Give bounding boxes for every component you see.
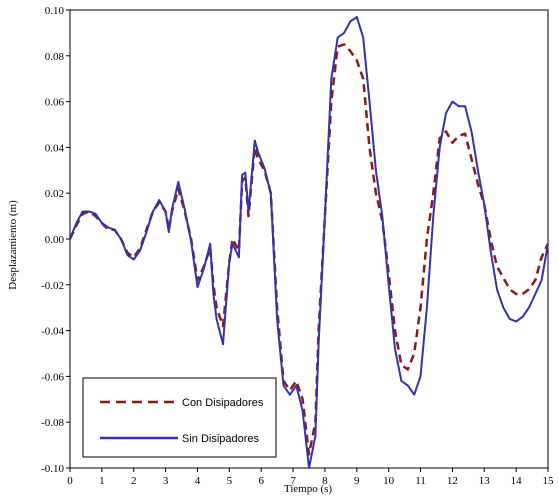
series-line-sin-disipadores bbox=[69, 15, 549, 469]
x-tick-label: 14 bbox=[511, 475, 523, 487]
x-tick-label: 3 bbox=[163, 475, 169, 487]
x-tick-label: 10 bbox=[383, 475, 395, 487]
x-tick-label: 7 bbox=[290, 475, 296, 487]
y-tick-label: 0.10 bbox=[45, 5, 65, 17]
y-tick-label: 0.08 bbox=[45, 51, 65, 63]
x-tick-label: 0 bbox=[67, 475, 73, 487]
x-tick-label: 8 bbox=[322, 475, 328, 487]
x-tick-label: 1 bbox=[99, 475, 105, 487]
legend: Con Disipadores Sin Disipadores bbox=[82, 377, 277, 458]
legend-box bbox=[82, 377, 277, 458]
y-tick-label: -0.04 bbox=[41, 326, 64, 338]
y-tick-label: 0.02 bbox=[45, 188, 64, 200]
x-tick-label: 9 bbox=[354, 475, 360, 487]
x-tick-label: 5 bbox=[227, 475, 233, 487]
x-tick-label: 6 bbox=[258, 475, 264, 487]
x-axis-title: Tiempo (s) bbox=[284, 483, 333, 495]
legend-label-con-disipadores: Con Disipadores bbox=[182, 397, 264, 409]
y-tick-label: 0.00 bbox=[45, 234, 65, 246]
x-tick-label: 2 bbox=[131, 475, 137, 487]
y-tick-label: 0.06 bbox=[45, 97, 65, 109]
y-tick-label: -0.10 bbox=[41, 463, 64, 475]
x-tick-label: 4 bbox=[195, 475, 201, 487]
x-tick-label: 15 bbox=[543, 475, 555, 487]
y-axis: -0.10 -0.08 -0.06 -0.04 -0.02 0.00 0.02 0.04 0.0… bbox=[41, 5, 70, 475]
y-axis-title: Desplazamiento (m) bbox=[7, 200, 19, 290]
series-layer bbox=[68, 15, 550, 469]
x-tick-label: 13 bbox=[479, 475, 491, 487]
y-tick-label: -0.08 bbox=[41, 417, 64, 429]
y-tick-label: -0.02 bbox=[41, 280, 64, 292]
y-tick-label: -0.06 bbox=[41, 371, 64, 383]
x-tick-label: 11 bbox=[415, 475, 426, 487]
series-line-con-disipadores bbox=[68, 43, 550, 456]
legend-label-sin-disipadores: Sin Disipadores bbox=[182, 433, 260, 445]
x-tick-label: 12 bbox=[447, 475, 458, 487]
x-axis: 0 1 2 3 4 5 6 7 8 9 10 11 12 13 14 15 bbox=[67, 468, 554, 487]
y-tick-label: 0.04 bbox=[45, 142, 65, 154]
